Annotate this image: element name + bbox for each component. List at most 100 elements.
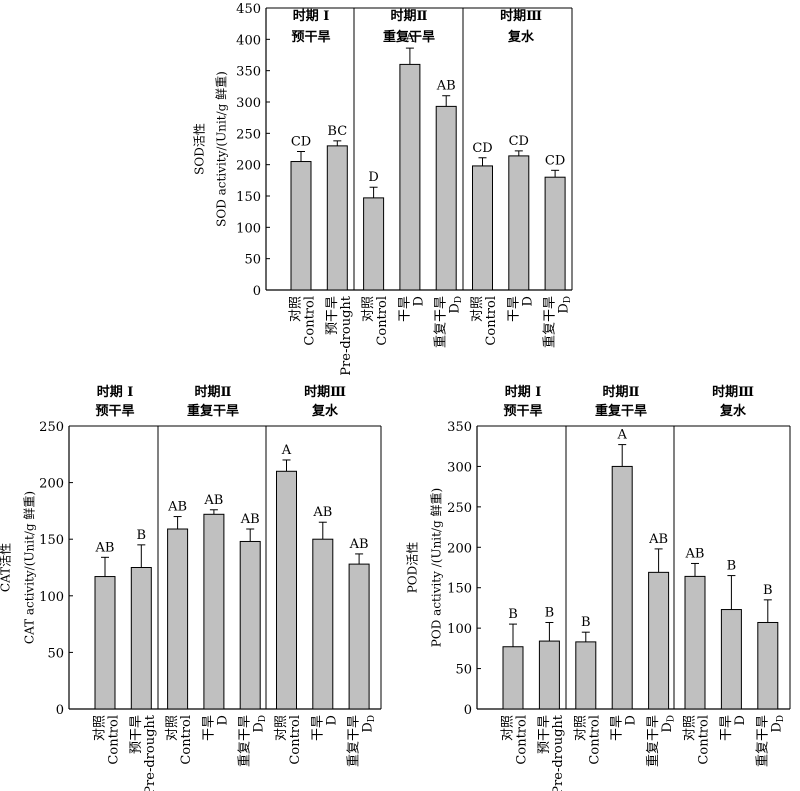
pod-sig-label: B <box>727 559 737 574</box>
sod-category-label-zh: 干旱 <box>506 296 521 322</box>
pod-period-label: 时期Ⅲ <box>712 384 754 400</box>
sod-sig-label: D <box>368 170 378 185</box>
cat-period-sublabel: 预干旱 <box>95 404 134 419</box>
pod-period-label: 时期Ⅱ <box>603 384 640 400</box>
sod-y-tick-label: 150 <box>236 190 261 205</box>
cat-category-label-zh: 干旱 <box>201 715 216 741</box>
cat-bar <box>312 538 334 710</box>
sod-bar <box>544 176 566 291</box>
pod-category-label-en: DD <box>660 715 676 733</box>
pod-sig-label: AB <box>648 532 668 547</box>
pod-category-label-subscript: D <box>666 715 676 722</box>
cat-y-tick-label: 150 <box>39 533 64 548</box>
cat-sig-label: B <box>137 528 147 543</box>
cat-category-label-zh: 预干旱 <box>129 715 144 754</box>
sod-sig-label: CD <box>509 134 529 149</box>
sod-y-tick-label: 450 <box>236 2 261 17</box>
pod-sig-label: B <box>763 583 773 598</box>
sod-y-axis-label: SOD activity/(Unit/g 鲜重) <box>215 71 229 227</box>
pod-period-sublabel: 重复干旱 <box>595 403 647 419</box>
cat-category-label-zh: 重复干旱 <box>346 715 362 767</box>
sod-category-label-subscript: D <box>563 296 573 303</box>
sod-sig-label: CD <box>291 135 311 150</box>
pod-category-label-zh: 重复干旱 <box>754 715 770 767</box>
sod-bar <box>508 155 530 291</box>
pod-bar <box>575 641 597 710</box>
cat-sig-label: AB <box>167 500 187 515</box>
sod-chart: 0 50 100 150 200 250 300 350 400 450 SOD活性 SOD acti… <box>193 2 573 376</box>
pod-category-label-en: Pre-drought <box>551 714 566 791</box>
pod-category-label-en: Control <box>697 715 712 765</box>
cat-y-tick-label: 100 <box>39 590 64 605</box>
pod-category-label-zh: 对照 <box>683 715 698 741</box>
cat-y-tick-label: 250 <box>39 420 64 435</box>
cat-sig-label: AB <box>203 493 223 508</box>
pod-sig-label: AB <box>685 546 705 561</box>
pod-bar <box>648 571 670 710</box>
pod-y-tick-label: 250 <box>447 501 472 516</box>
sod-y-tick-label: 250 <box>236 127 261 142</box>
cat-category-label-en: DD <box>361 715 377 733</box>
sod-bar <box>326 145 348 291</box>
sod-category-label-en: Control <box>303 296 318 346</box>
sod-bar <box>290 161 312 291</box>
pod-y-axis-label: POD活性 <box>406 542 420 594</box>
sod-sig-label: CD <box>472 141 492 156</box>
pod-category-label-en: Control <box>587 715 602 765</box>
pod-y-tick-label: 50 <box>455 663 472 678</box>
cat-period-label: 时期 Ⅰ <box>97 384 134 400</box>
pod-bar <box>684 575 706 710</box>
pod-bar <box>538 640 560 710</box>
sod-y-tick-label: 400 <box>236 33 261 48</box>
sod-period-sublabel: 重复干旱 <box>383 29 435 45</box>
cat-bar <box>203 513 225 710</box>
cat-category-label-zh: 对照 <box>165 715 180 741</box>
sod-sig-label: AB <box>436 79 456 94</box>
cat-category-label-zh: 干旱 <box>310 715 325 741</box>
cat-category-label-en: Control <box>179 715 194 765</box>
sod-category-label-en: DD <box>448 296 464 314</box>
pod-category-label-subscript: D <box>775 715 785 722</box>
pod-category-label-zh: 预干旱 <box>537 715 552 754</box>
sod-period-label: 时期Ⅱ <box>391 8 428 24</box>
pod-bar <box>757 621 779 710</box>
pod-chart: 0 50 100 150 200 250 300 350 POD活性 POD activity /… <box>406 384 791 791</box>
pod-y-tick-label: 300 <box>447 460 472 475</box>
cat-y-axis-label: CAT activity/(Unit/g 鲜重) <box>23 491 37 644</box>
sod-category-label-zh: 对照 <box>361 296 376 322</box>
pod-sig-label: B <box>545 605 555 620</box>
cat-sig-label: AB <box>95 540 115 555</box>
sod-sig-label: BC <box>327 124 347 139</box>
sod-sig-label: A <box>404 31 415 46</box>
sod-bar <box>472 165 493 291</box>
sod-category-label-zh: 预干旱 <box>325 296 340 335</box>
cat-sig-label: AB <box>349 537 369 552</box>
pod-bar <box>720 609 742 710</box>
cat-y-axis-label: CAT活性 <box>0 543 13 592</box>
sod-category-label-en: D <box>520 296 535 306</box>
sod-period-sublabel: 复水 <box>507 29 535 45</box>
sod-period-label: 时期Ⅲ <box>500 8 542 24</box>
pod-category-label-zh: 对照 <box>573 715 588 741</box>
pod-category-label-zh: 重复干旱 <box>645 715 661 767</box>
pod-sig-label: B <box>581 615 591 630</box>
cat-bar <box>276 470 297 710</box>
cat-category-label-en: Pre-drought <box>143 714 158 791</box>
sod-y-tick-label: 100 <box>236 221 261 236</box>
cat-sig-label: AB <box>312 505 332 520</box>
cat-category-label-en: D <box>215 715 230 725</box>
pod-bar <box>611 465 633 710</box>
cat-bar <box>167 528 189 710</box>
cat-category-label-zh: 重复干旱 <box>237 715 253 767</box>
sod-category-label-zh: 重复干旱 <box>542 296 558 348</box>
cat-bar <box>130 567 152 710</box>
cat-y-tick-label: 200 <box>39 477 64 492</box>
sod-category-label-en: Pre-drought <box>339 295 354 375</box>
pod-period-label: 时期 Ⅰ <box>505 384 542 400</box>
sod-bar <box>399 63 421 291</box>
sod-period-sublabel: 预干旱 <box>291 30 330 45</box>
cat-period-label: 时期Ⅱ <box>195 384 232 400</box>
pod-sig-label: B <box>508 607 518 622</box>
sod-category-label-zh: 干旱 <box>397 296 412 322</box>
